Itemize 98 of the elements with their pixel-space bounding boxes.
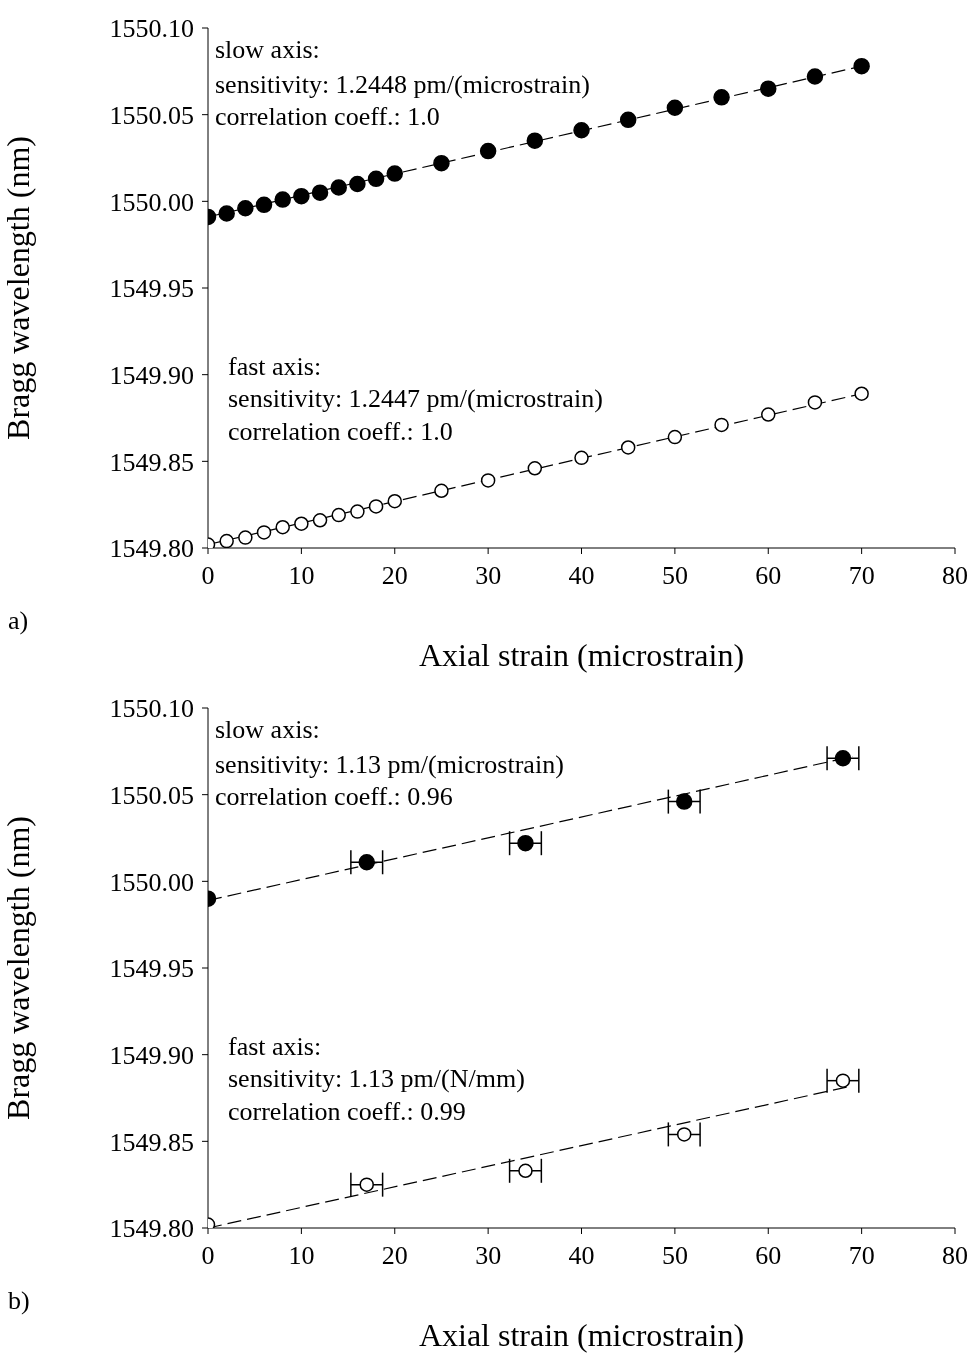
annotation: slow axis: (215, 34, 320, 66)
point (274, 191, 291, 208)
point (255, 196, 273, 214)
point (368, 499, 384, 514)
point (574, 450, 589, 466)
y-tick-label: 1550.00 (109, 867, 194, 897)
point (330, 179, 347, 196)
x-tick-label: 0 (201, 561, 215, 591)
point (676, 1127, 692, 1142)
annotation: correlation coeff.: 1.0 (215, 101, 440, 133)
point (387, 493, 402, 509)
x-tick-label: 0 (201, 1241, 215, 1271)
point (853, 57, 870, 75)
point (275, 519, 290, 535)
y-tick-label: 1549.95 (109, 274, 194, 304)
point (666, 99, 684, 116)
y-tick-label: 1549.95 (109, 954, 194, 984)
point (219, 533, 234, 548)
x-tick-label: 10 (288, 561, 315, 591)
point (331, 507, 346, 523)
annotation: fast axis: (228, 1031, 322, 1063)
x-tick-label: 80 (942, 1241, 968, 1271)
point (479, 142, 497, 160)
point (620, 440, 636, 455)
text: b) (8, 1285, 30, 1317)
point (480, 473, 496, 488)
x-tick-label: 40 (568, 1241, 595, 1271)
point (835, 1073, 851, 1088)
x-axis-title: Axial strain (microstrain) (418, 1317, 745, 1353)
text: a) (8, 605, 29, 637)
y-tick-label: 1549.85 (109, 447, 194, 477)
point (854, 386, 869, 401)
point (517, 834, 534, 852)
y-tick-label: 1550.05 (109, 780, 194, 810)
point (433, 154, 450, 172)
annotation: sensitivity: 1.13 pm/(microstrain) (215, 749, 564, 781)
x-tick-label: 20 (381, 1241, 408, 1271)
point (386, 165, 403, 182)
point (761, 407, 776, 422)
x-tick-label: 30 (475, 1241, 502, 1271)
x-tick-label: 60 (755, 1241, 782, 1271)
point (834, 750, 852, 767)
y-tick-label: 1550.00 (109, 187, 194, 217)
x-tick-label: 40 (568, 561, 595, 591)
point (675, 793, 693, 810)
point (526, 132, 544, 149)
y-tick-label: 1549.90 (109, 360, 194, 390)
point (312, 513, 328, 528)
annotation: correlation coeff.: 0.96 (215, 781, 453, 813)
point (311, 184, 329, 201)
y-tick-label: 1549.90 (109, 1040, 194, 1070)
x-axis-title: Axial strain (microstrain) (418, 637, 745, 673)
y-tick-label: 1550.05 (109, 100, 194, 130)
point (367, 170, 385, 188)
x-tick-label: 20 (381, 561, 408, 591)
y-tick-label: 1549.80 (109, 1214, 194, 1244)
point (713, 89, 730, 106)
point (760, 80, 777, 97)
y-tick-label: 1549.80 (109, 534, 194, 564)
point (434, 483, 449, 499)
point (573, 122, 590, 139)
x-tick-label: 70 (848, 561, 875, 591)
y-tick-label: 1550.10 (109, 694, 194, 724)
point (358, 854, 375, 871)
point (667, 429, 683, 445)
y-tick-label: 1549.85 (109, 1127, 194, 1157)
y-tick-label: 1550.10 (109, 14, 194, 44)
annotation: sensitivity: 1.2447 pm/(microstrain) (228, 383, 603, 415)
annotation: fast axis: (228, 351, 322, 383)
x-tick-label: 60 (755, 561, 782, 591)
point (806, 68, 824, 85)
point (238, 530, 253, 545)
point (237, 200, 254, 217)
y-axis-title: Bragg wavelength (nm) (0, 136, 37, 440)
annotation: sensitivity: 1.2448 pm/(microstrain) (215, 69, 590, 101)
y-axis-title: Bragg wavelength (nm) (0, 816, 37, 1120)
point (293, 187, 310, 205)
annotation: slow axis: (215, 714, 320, 746)
point (218, 205, 235, 222)
point (714, 417, 729, 433)
point (294, 516, 309, 531)
point (807, 395, 823, 410)
x-tick-label: 30 (475, 561, 502, 591)
point (350, 504, 365, 519)
point (359, 1177, 374, 1192)
x-tick-label: 70 (848, 1241, 875, 1271)
x-tick-label: 50 (661, 1241, 688, 1271)
point (619, 111, 637, 129)
x-tick-label: 50 (661, 561, 688, 591)
point (256, 525, 272, 540)
point (518, 1163, 533, 1179)
annotation: sensitivity: 1.13 pm/(N/mm) (228, 1063, 525, 1095)
point (349, 175, 366, 193)
point (527, 461, 543, 476)
annotation: correlation coeff.: 0.99 (228, 1096, 466, 1128)
x-tick-label: 80 (942, 561, 968, 591)
annotation: correlation coeff.: 1.0 (228, 416, 453, 448)
x-tick-label: 10 (288, 1241, 315, 1271)
